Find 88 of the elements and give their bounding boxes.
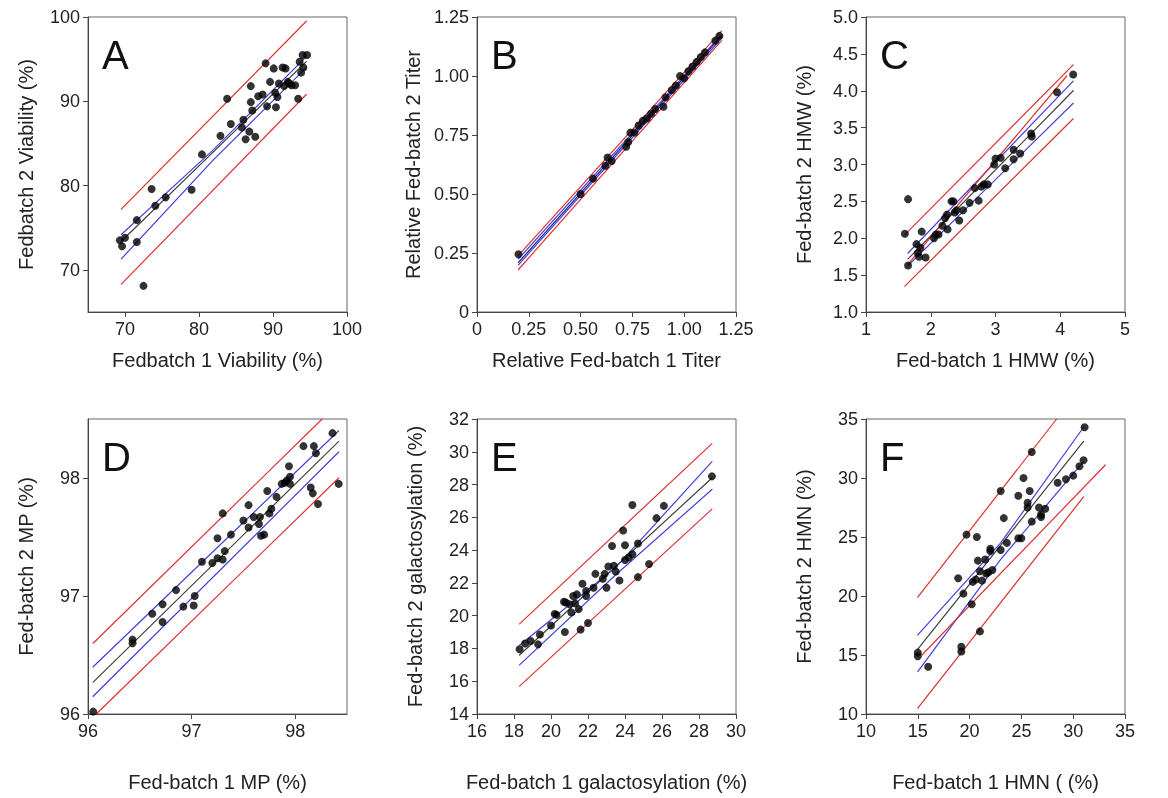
x-tick-label: 0.25	[511, 319, 547, 339]
annotation: C	[880, 33, 909, 77]
y-tick-label: 80	[59, 175, 80, 196]
y-tick-label: 16	[448, 671, 469, 692]
x-axis-title: Relative Fed-batch 1 Titer	[492, 349, 722, 371]
y-axis-title: Fed-batch 2 galactosylation (%)	[404, 425, 426, 708]
y-tick-label: 25	[837, 527, 858, 547]
y-tick-label: 1.25	[433, 7, 469, 27]
x-tick-label: 0.50	[563, 319, 599, 339]
x-tick-label: 4	[1055, 319, 1066, 339]
y-tick-label: 0.75	[433, 125, 469, 145]
x-tick-label: 0.75	[614, 319, 650, 339]
x-axis-title: Fedbatch 1 Viability (%)	[112, 349, 323, 371]
x-tick-label: 22	[577, 721, 599, 741]
y-tick-label: 2.5	[832, 191, 858, 212]
annotation: E	[491, 435, 518, 479]
x-tick-label: 30	[725, 721, 747, 741]
x-tick-label: 3	[990, 319, 1001, 339]
x-tick-label: 97	[181, 721, 202, 741]
x-tick-label: 30	[1063, 721, 1084, 741]
y-tick-label: 28	[448, 474, 469, 495]
x-axis-title: Fed-batch 1 HMN ( (%)	[892, 771, 1099, 793]
y-tick-label: 10	[837, 704, 858, 724]
y-tick-label: 18	[448, 638, 469, 659]
y-tick-label: 30	[837, 468, 858, 488]
x-tick-label: 98	[285, 721, 306, 741]
x-tick-label: 80	[188, 319, 210, 339]
annotation: D	[102, 435, 131, 479]
x-tick-label: 20	[959, 721, 980, 741]
y-tick-label: 30	[448, 441, 469, 462]
x-tick-label: 24	[614, 721, 636, 741]
y-tick-label: 1.0	[832, 302, 858, 322]
y-tick-label: 0.25	[433, 243, 469, 263]
y-tick-label: 14	[448, 704, 469, 724]
x-tick-label: 16	[466, 721, 488, 741]
y-tick-label: 90	[59, 91, 80, 112]
x-tick-label: 10	[855, 721, 877, 741]
x-axis-title: Fed-batch 1 HMW (%)	[896, 349, 1095, 371]
y-tick-label: 0.50	[433, 184, 469, 204]
y-axis-title: Relative Fed-batch 2 Titer	[402, 49, 425, 279]
y-tick-label: 3.5	[832, 117, 858, 138]
y-tick-label: 1.5	[832, 265, 858, 286]
y-tick-label: 22	[448, 572, 469, 593]
x-tick-label: 26	[651, 721, 673, 741]
x-tick-label: 1.00	[666, 319, 702, 339]
y-tick-label: 70	[59, 259, 80, 280]
y-tick-label: 96	[59, 704, 80, 724]
y-tick-label: 3.0	[832, 154, 858, 175]
x-tick-label: 18	[503, 721, 525, 741]
x-tick-label: 100	[331, 319, 363, 339]
x-tick-label: 96	[77, 721, 99, 741]
y-tick-label: 97	[59, 586, 80, 606]
y-tick-label: 4.0	[832, 80, 858, 101]
annotation: F	[880, 435, 905, 479]
x-tick-label: 90	[262, 319, 284, 339]
x-axis-title: Fed-batch 1 galactosylation (%)	[465, 771, 748, 793]
y-axis-title: Fed-batch 2 HMW (%)	[793, 65, 815, 264]
y-tick-label: 15	[837, 645, 858, 665]
x-tick-label: 5	[1119, 319, 1131, 339]
y-tick-label: 98	[59, 468, 80, 488]
y-axis-title: Fed-batch 2 HMN (%)	[793, 469, 815, 664]
y-tick-label: 20	[448, 605, 469, 626]
y-tick-label: 5.0	[832, 7, 858, 27]
x-tick-label: 2	[925, 319, 936, 339]
annotation: A	[102, 33, 129, 77]
y-tick-label: 32	[448, 409, 469, 429]
x-tick-label: 25	[1011, 721, 1032, 741]
y-axis-title: Fedbatch 2 Viability (%)	[15, 59, 37, 270]
x-tick-label: 1.25	[718, 319, 754, 339]
x-tick-label: 0	[471, 319, 483, 339]
x-tick-label: 20	[540, 721, 562, 741]
x-axis-title: Fed-batch 1 MP (%)	[128, 771, 307, 793]
x-tick-label: 1	[860, 319, 872, 339]
y-tick-label: 20	[837, 586, 858, 606]
y-tick-label: 100	[49, 7, 80, 27]
x-tick-label: 15	[907, 721, 928, 741]
annotation: B	[491, 33, 518, 77]
y-tick-label: 1.00	[433, 66, 469, 86]
y-axis-title: Fed-batch 2 MP (%)	[15, 477, 37, 656]
y-tick-label: 24	[448, 540, 469, 561]
y-tick-label: 4.5	[832, 43, 858, 64]
y-tick-label: 26	[448, 507, 469, 528]
y-tick-label: 35	[837, 409, 858, 429]
x-tick-label: 70	[114, 319, 136, 339]
y-tick-label: 0	[458, 302, 469, 322]
x-tick-label: 35	[1114, 721, 1136, 741]
x-tick-label: 28	[688, 721, 710, 741]
y-tick-label: 2.0	[832, 228, 858, 249]
